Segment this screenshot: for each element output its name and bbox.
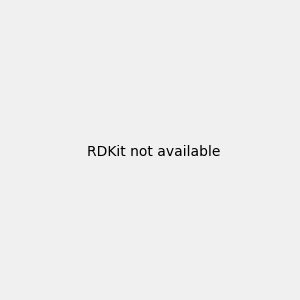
Text: RDKit not available: RDKit not available <box>87 145 220 158</box>
